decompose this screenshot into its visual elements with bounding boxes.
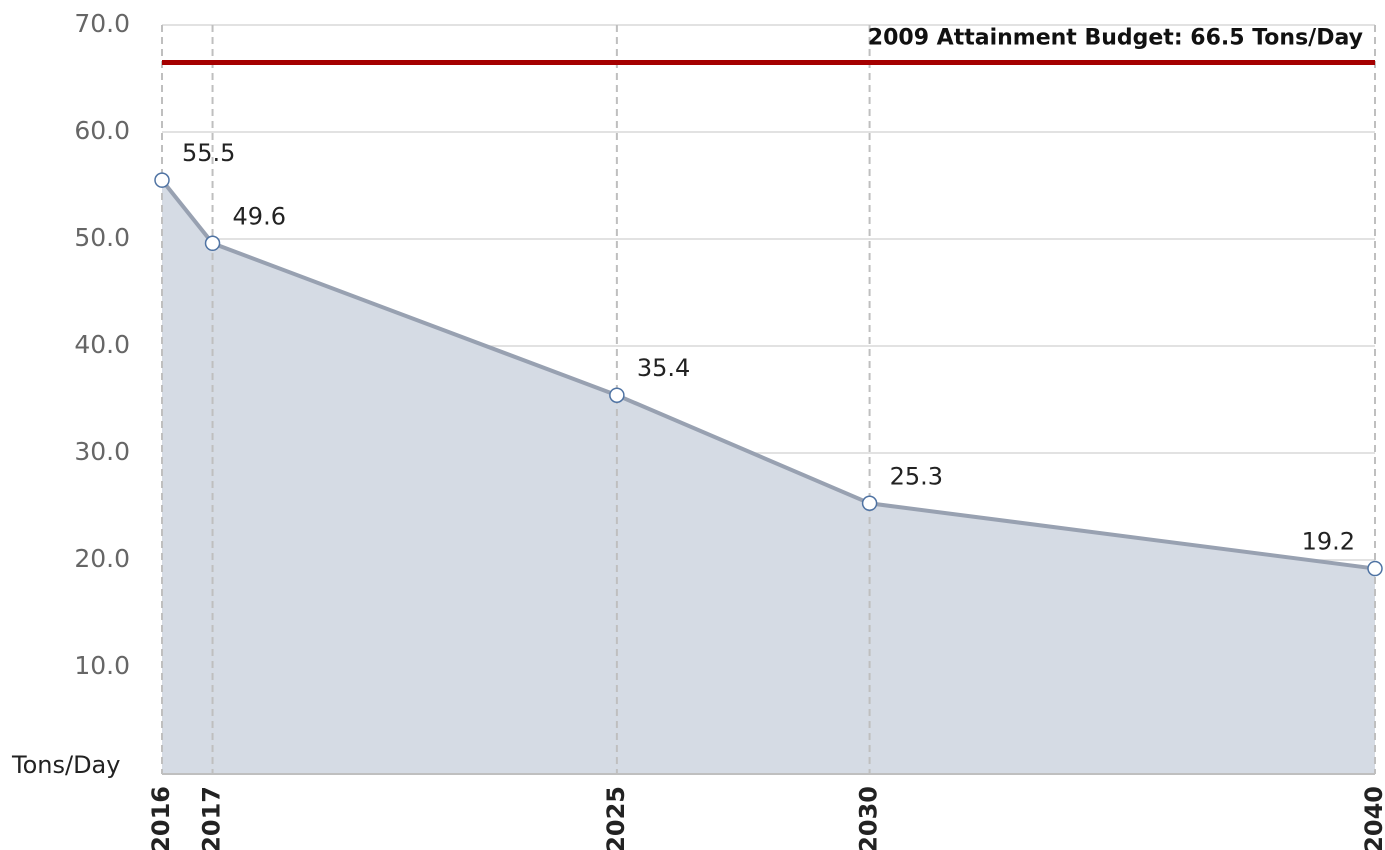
x-tick-label: 2016 bbox=[147, 786, 175, 850]
data-label: 35.4 bbox=[637, 354, 690, 382]
y-tick-label: 40.0 bbox=[74, 330, 130, 359]
data-label: 49.6 bbox=[233, 202, 286, 230]
x-tick-label: 2017 bbox=[198, 786, 226, 850]
marker bbox=[609, 387, 625, 403]
y-tick-label: 70.0 bbox=[74, 9, 130, 38]
y-tick-label: 50.0 bbox=[74, 223, 130, 252]
marker bbox=[204, 235, 221, 252]
y-tick-label: 30.0 bbox=[74, 437, 130, 466]
marker bbox=[861, 495, 878, 512]
reference-label: 2009 Attainment Budget: 66.5 Tons/Day bbox=[868, 25, 1363, 50]
y-axis-label: Tons/Day bbox=[11, 751, 120, 779]
marker bbox=[154, 172, 170, 188]
marker bbox=[1367, 560, 1383, 577]
y-tick-label: 20.0 bbox=[74, 544, 130, 573]
data-label: 19.2 bbox=[1302, 528, 1355, 556]
data-label: 55.5 bbox=[182, 139, 235, 167]
area-fill bbox=[162, 180, 1375, 774]
y-tick-label: 60.0 bbox=[74, 116, 130, 145]
x-tick-label: 2030 bbox=[855, 786, 883, 850]
x-tick-label: 2025 bbox=[602, 786, 630, 850]
y-tick-label: 10.0 bbox=[74, 651, 130, 680]
data-label: 25.3 bbox=[890, 462, 943, 490]
x-tick-label: 2040 bbox=[1360, 786, 1385, 850]
